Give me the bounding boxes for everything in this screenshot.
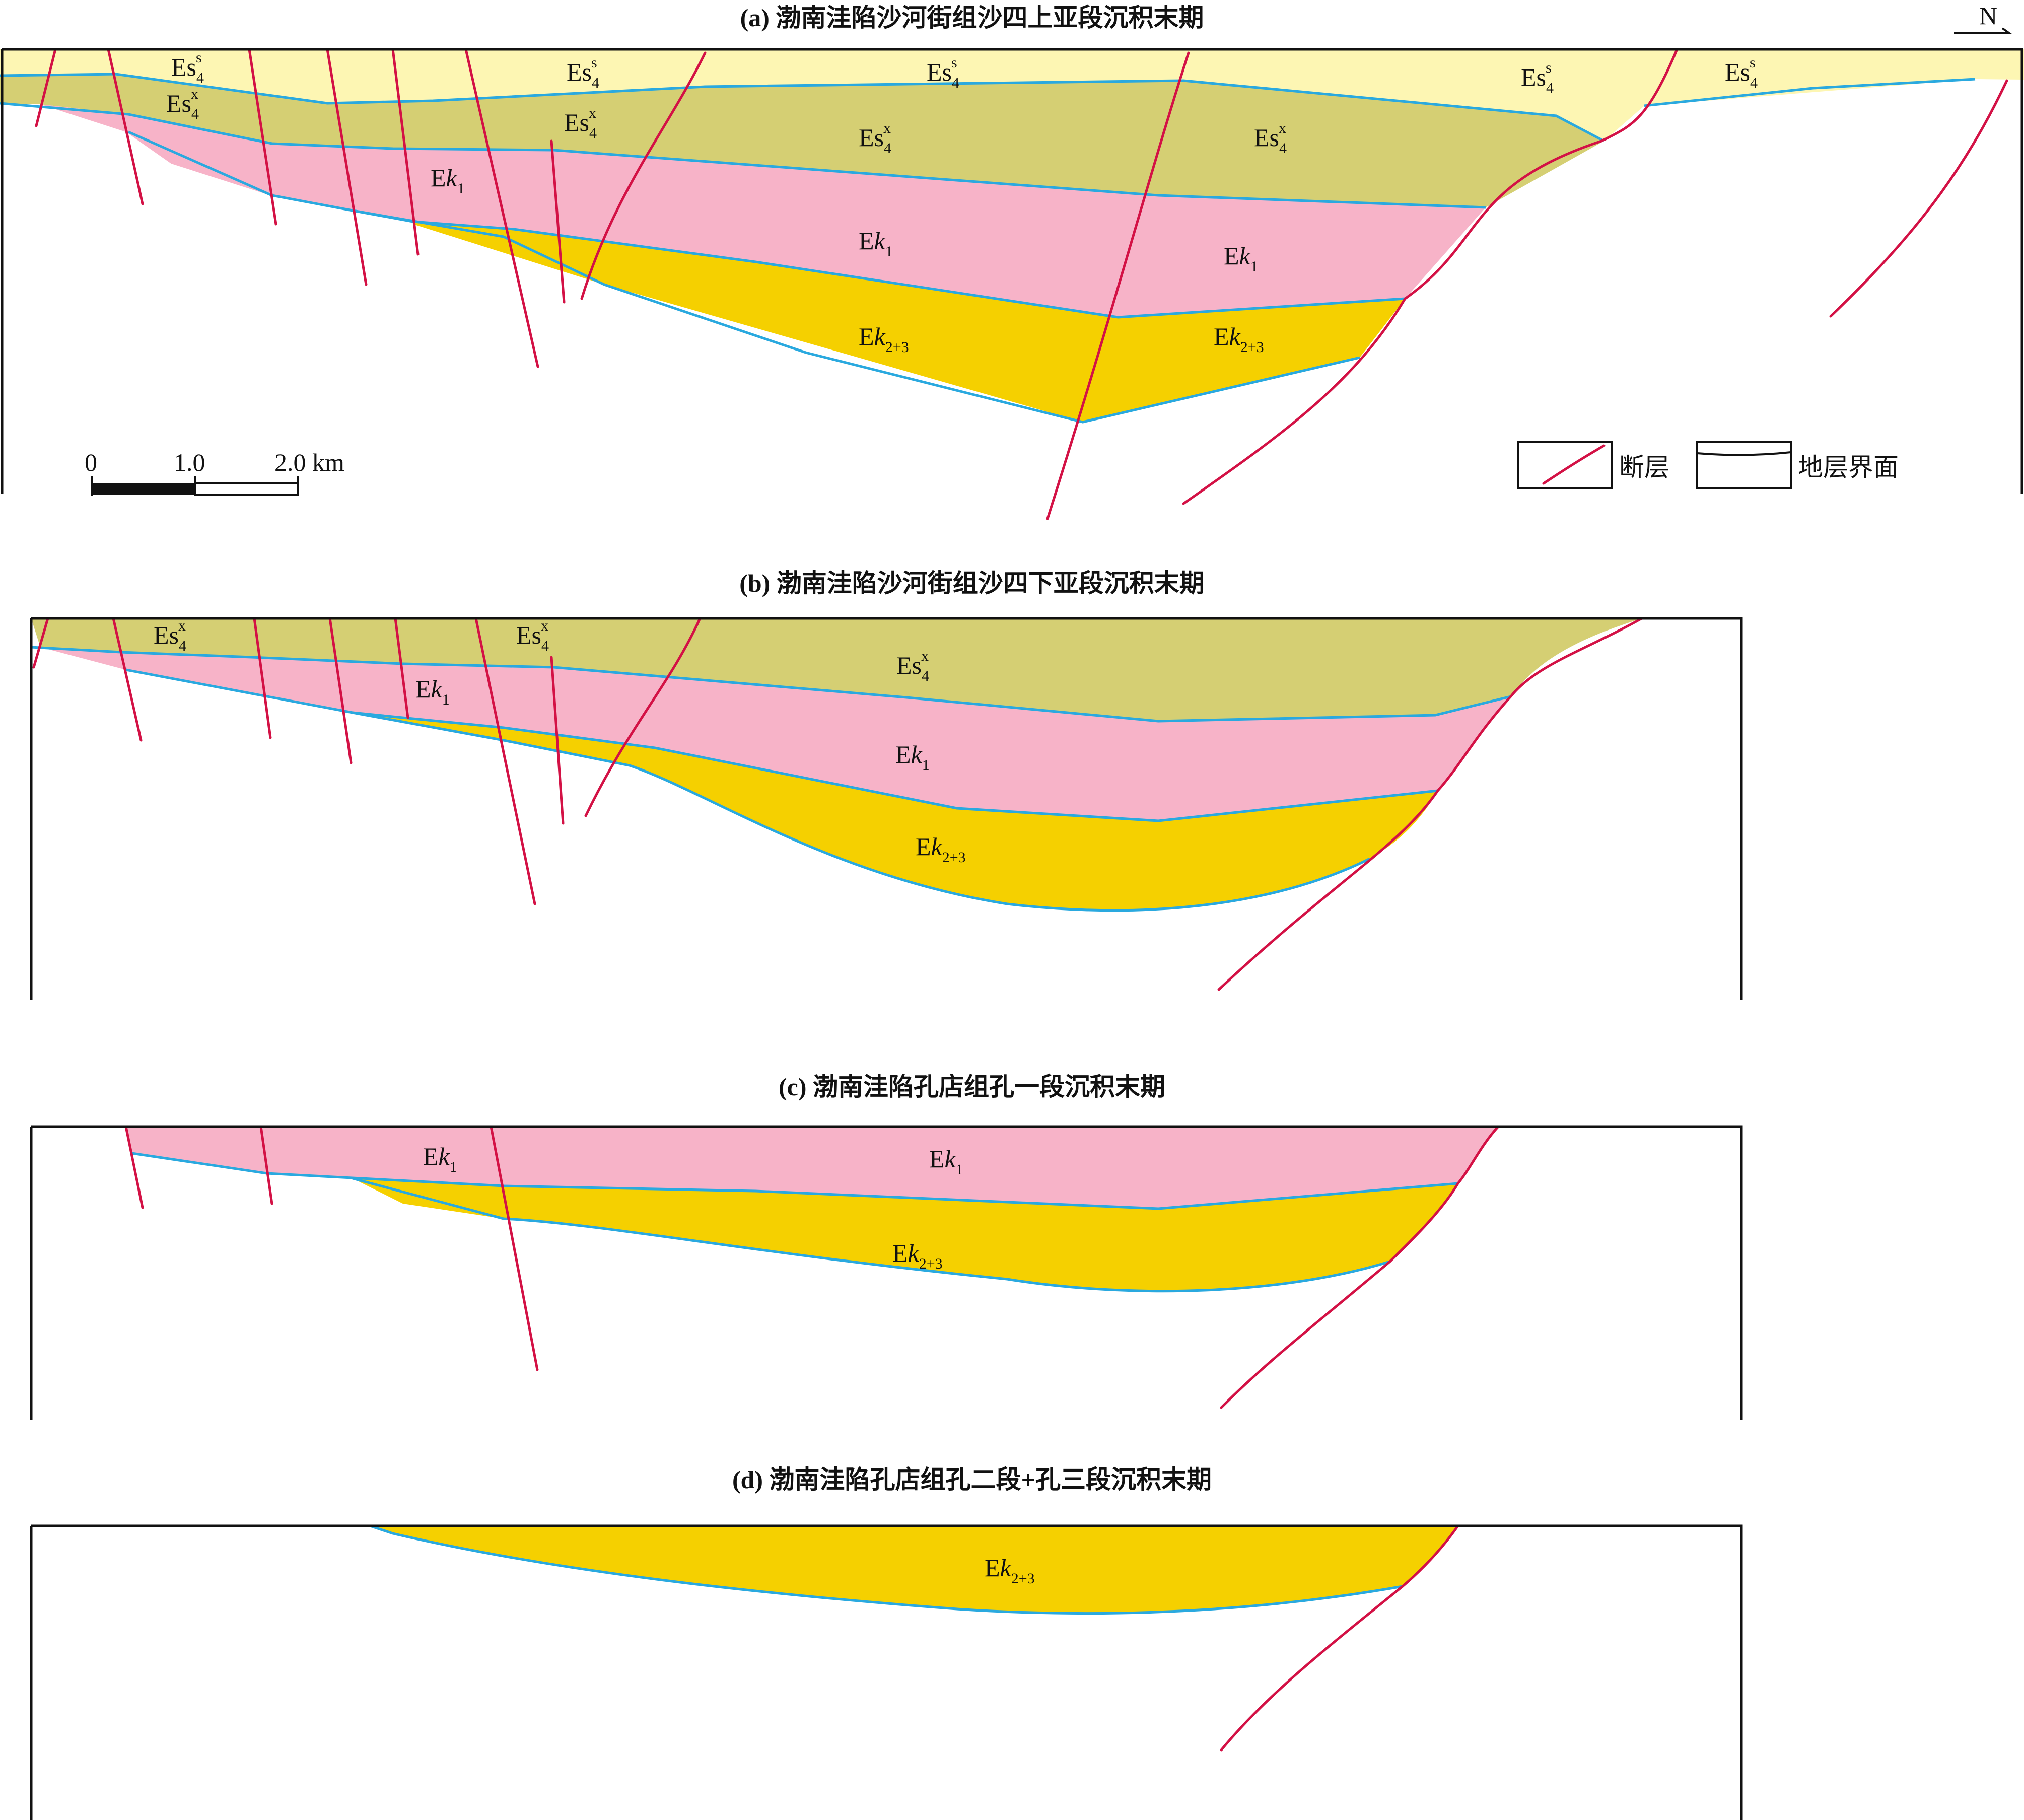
unit-label: Ek2+3 — [892, 1239, 943, 1272]
north-arrow: N — [1954, 2, 2013, 34]
north-arrow-label: N — [1979, 2, 1997, 30]
layer-ek23 — [353, 1178, 1458, 1291]
scale-tick-label: 1.0 — [174, 448, 205, 476]
unit-label: Ek1 — [1224, 242, 1258, 275]
legend-fault-label: 断层 — [1619, 453, 1669, 481]
layer-es4x — [31, 618, 1642, 721]
unit-label: Ek1 — [929, 1145, 963, 1178]
layer-ek1 — [126, 1127, 1498, 1209]
panel-c: (c) 渤南洼陷孔店组孔一段沉积末期 Ek1 Ek1 Ek2+3 — [30, 1073, 1743, 1420]
panel-a-title: (a) 渤南洼陷沙河街组沙四上亚段沉积末期 — [740, 4, 1204, 32]
unit-label: Es4x — [166, 86, 199, 122]
unit-label: Ek2+3 — [916, 832, 966, 866]
unit-label: Ek1 — [895, 740, 930, 774]
unit-label: Es4x — [896, 648, 929, 684]
unit-label: Es4s — [171, 49, 204, 86]
legend-fault-icon — [1542, 444, 1606, 485]
layer-ek23 — [370, 1526, 1458, 1614]
labels-a: Es4s Es4s Es4s Es4s Es4s Es4x Es4x Es4x … — [166, 49, 1758, 356]
unit-label: Ek2+3 — [859, 322, 909, 356]
faults-d — [1220, 1524, 1459, 1752]
unit-label: Ek2+3 — [1214, 322, 1264, 356]
legend-boundary-icon — [1697, 451, 1791, 456]
panel-c-title: (c) 渤南洼陷孔店组孔一段沉积末期 — [779, 1073, 1165, 1101]
labels-c: Ek1 Ek1 Ek2+3 — [423, 1142, 963, 1272]
horizons-b — [31, 646, 1511, 912]
panel-b-title: (b) 渤南洼陷沙河街组沙四下亚段沉积末期 — [739, 569, 1205, 597]
unit-label: Ek2+3 — [985, 1554, 1035, 1587]
faults-a — [35, 48, 2008, 520]
horizons-c — [131, 1152, 1458, 1293]
faults-b — [32, 617, 1643, 991]
unit-label: Es4x — [564, 105, 597, 142]
unit-label: Ek1 — [415, 675, 450, 708]
labels-d: Ek2+3 — [985, 1554, 1035, 1587]
panel-d-title: (d) 渤南洼陷孔店组孔二段+孔三段沉积末期 — [732, 1465, 1212, 1494]
faults-c — [124, 1125, 1500, 1409]
scale-bar: 0 1.0 2.0 km — [85, 448, 344, 496]
scale-tick-label: 0 — [85, 448, 97, 476]
layer-ek23 — [353, 713, 1438, 911]
unit-label: Es4s — [927, 54, 959, 91]
labels-b: Es4x Es4x Es4x Ek1 Ek1 Ek2+3 — [154, 617, 966, 866]
layer-ek1 — [40, 647, 1511, 821]
unit-label: Ek1 — [859, 227, 893, 260]
layer-ek23 — [413, 222, 1405, 422]
unit-label: Es4x — [154, 617, 186, 654]
unit-label: Es4x — [516, 617, 549, 654]
legend: 断层 地层界面 — [1517, 441, 1899, 489]
unit-label: Ek1 — [431, 164, 465, 197]
scale-tick-label: 2.0 km — [274, 448, 344, 476]
panel-a: (a) 渤南洼陷沙河街组沙四上亚段沉积末期 N — [0, 2, 2024, 520]
horizons-a — [0, 73, 1976, 424]
panel-b: (b) 渤南洼陷沙河街组沙四下亚段沉积末期 Es4x Es4x Es4x Ek1 — [30, 569, 1743, 1000]
unit-label: Es4x — [1254, 120, 1287, 157]
unit-label: Ek1 — [423, 1142, 457, 1175]
layer-es4s — [0, 49, 2024, 141]
unit-label: Es4s — [567, 54, 599, 91]
horizons-d — [370, 1524, 1403, 1615]
panel-d: (d) 渤南洼陷孔店组孔二段+孔三段沉积末期 Ek2+3 — [30, 1465, 1743, 1820]
unit-label: Es4s — [1521, 59, 1554, 96]
unit-label: Es4x — [859, 120, 891, 157]
legend-boundary-label: 地层界面 — [1798, 453, 1899, 481]
unit-label: Es4s — [1725, 54, 1758, 91]
